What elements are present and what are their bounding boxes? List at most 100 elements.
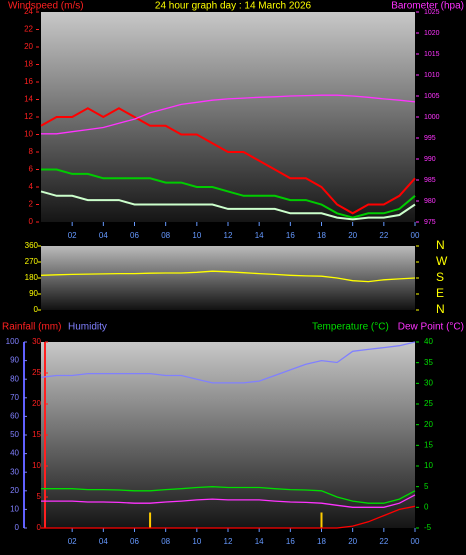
y-tick-label: 975	[424, 219, 436, 226]
series-line	[40, 107, 416, 215]
x-tick-label: 10	[192, 537, 201, 546]
series-line	[40, 270, 416, 283]
x-tick-label: 04	[99, 537, 108, 546]
x-tick-label: 14	[255, 231, 264, 240]
y-tick-label: 24	[24, 7, 33, 16]
axis-label: Barometer (hpa)	[391, 1, 464, 12]
y-tick-label: 6	[29, 165, 34, 174]
y-tick-label: 10	[10, 505, 19, 514]
plot-area	[41, 246, 415, 310]
y-tick-label: 8	[29, 147, 34, 156]
rain-bar	[149, 512, 152, 528]
y-tick-label: 1015	[424, 51, 440, 58]
y-tick-label: 10	[24, 130, 33, 139]
x-tick-label: 12	[224, 231, 233, 240]
x-tick-label: 12	[224, 537, 233, 546]
y-tick-label: 25	[32, 368, 41, 377]
y-tick-label: 70	[10, 393, 19, 402]
x-tick-label: 20	[348, 231, 357, 240]
y-tick-label: 40	[424, 337, 433, 346]
axis-label: Temperature (°C)	[312, 322, 389, 333]
series-line	[41, 94, 416, 135]
x-tick-label: 22	[379, 231, 388, 240]
y-tick-label: 1025	[424, 9, 440, 16]
x-tick-label: 06	[130, 537, 139, 546]
y-tick-label: 20	[424, 420, 433, 429]
y-tick-label: 15	[424, 440, 433, 449]
y-tick-label: 4	[29, 182, 34, 191]
y-tick-label: 2	[29, 200, 34, 209]
y-tick-label: 30	[424, 378, 433, 387]
y-tick-label: 10	[424, 461, 433, 470]
y-tick-label: 15	[32, 430, 41, 439]
y-tick-label: 0	[34, 305, 39, 314]
y-tick-label: 980	[424, 198, 436, 205]
axis-label: Rainfall (mm)	[2, 322, 61, 333]
series-line	[41, 505, 416, 529]
y-tick-label: 35	[424, 358, 433, 367]
series-line	[41, 494, 416, 508]
y-tick-label: 10	[32, 461, 41, 470]
y-tick-label: 18	[24, 60, 33, 69]
y-tick-label: 990	[424, 156, 436, 163]
y-tick-label: 20	[32, 399, 41, 408]
y-tick-label: 30	[10, 467, 19, 476]
axis-label: Dew Point (°C)	[398, 322, 464, 333]
rain-bar	[320, 512, 323, 528]
y-tick-label: 100	[6, 337, 20, 346]
y-tick-label: 0	[37, 523, 42, 532]
y-tick-label: 180	[25, 273, 39, 282]
series-line	[41, 168, 416, 219]
y-tick-label: 360	[25, 241, 39, 250]
x-tick-label: 18	[317, 231, 326, 240]
y-tick-label: 0	[15, 523, 20, 532]
x-tick-label: 00	[411, 231, 420, 240]
y-tick-label: 985	[424, 177, 436, 184]
x-tick-label: 02	[68, 231, 77, 240]
y-tick-label: N	[436, 238, 445, 252]
y-tick-label: N	[436, 302, 445, 316]
y-tick-label: 0	[424, 502, 429, 511]
axis-label: Humidity	[68, 322, 107, 333]
y-tick-label: 1000	[424, 114, 440, 121]
y-tick-label: 25	[424, 399, 433, 408]
x-tick-label: 16	[286, 231, 295, 240]
y-tick-label: E	[436, 286, 444, 300]
x-tick-label: 10	[192, 231, 201, 240]
y-tick-label: 0	[29, 217, 34, 226]
x-tick-label: 06	[130, 231, 139, 240]
y-tick-label: 1010	[424, 72, 440, 79]
y-tick-label: 22	[24, 25, 33, 34]
y-tick-label: 90	[10, 356, 19, 365]
y-tick-label: W	[436, 254, 448, 268]
y-tick-label: 12	[24, 112, 33, 121]
y-tick-label: 5	[424, 482, 429, 491]
x-tick-label: 08	[161, 231, 170, 240]
x-tick-label: 04	[99, 231, 108, 240]
x-tick-label: 18	[317, 537, 326, 546]
series-line	[40, 190, 416, 221]
x-tick-label: 00	[411, 537, 420, 546]
y-tick-label: 1005	[424, 93, 440, 100]
series-line	[40, 341, 416, 384]
y-tick-label: 30	[32, 337, 41, 346]
y-tick-label: 16	[24, 77, 33, 86]
y-tick-label: 90	[29, 289, 38, 298]
axis-label: Windspeed (m/s)	[8, 1, 84, 12]
y-tick-label: 14	[24, 95, 33, 104]
x-tick-label: 08	[161, 537, 170, 546]
y-tick-label: 5	[37, 492, 42, 501]
x-tick-label: 22	[379, 537, 388, 546]
y-tick-label: 60	[10, 412, 19, 421]
y-tick-label: 20	[24, 42, 33, 51]
x-tick-label: 20	[348, 537, 357, 546]
y-tick-label: -5	[424, 523, 432, 532]
x-tick-label: 14	[255, 537, 264, 546]
x-tick-label: 02	[68, 537, 77, 546]
y-tick-label: 995	[424, 135, 436, 142]
y-tick-label: S	[436, 270, 444, 284]
y-tick-label: 1020	[424, 30, 440, 37]
y-tick-label: 20	[10, 486, 19, 495]
